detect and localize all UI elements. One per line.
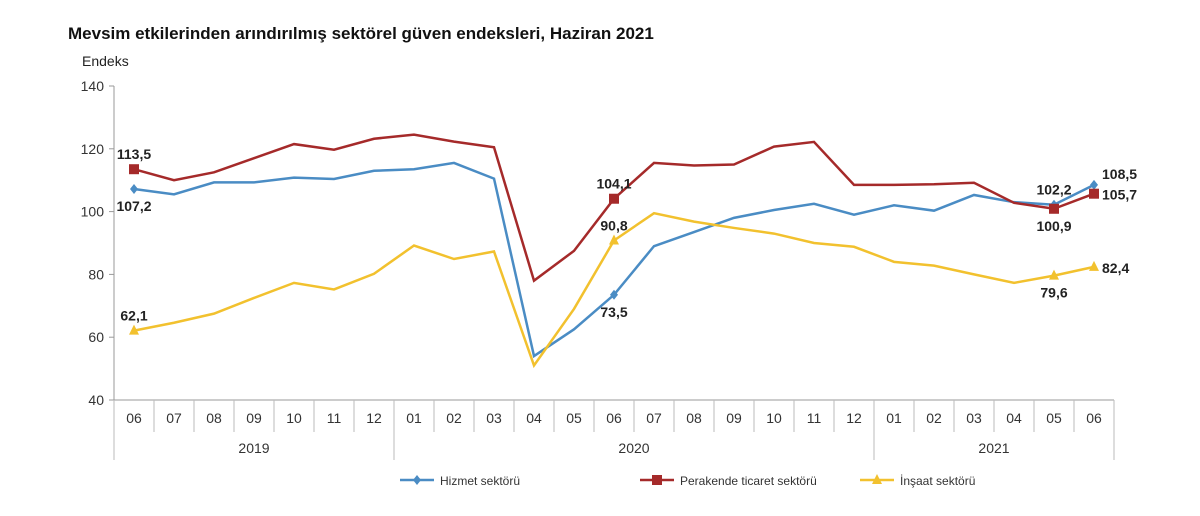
data-point-marker bbox=[609, 234, 619, 245]
data-label: 104,1 bbox=[596, 176, 631, 192]
data-point-marker bbox=[1089, 188, 1099, 199]
legend-marker bbox=[652, 475, 662, 485]
x-tick-label: 04 bbox=[1006, 410, 1022, 426]
x-tick-label: 12 bbox=[366, 410, 382, 426]
x-tick-label: 06 bbox=[1086, 410, 1102, 426]
x-tick-label: 01 bbox=[406, 410, 422, 426]
data-point-marker bbox=[129, 324, 139, 335]
x-tick-label: 05 bbox=[1046, 410, 1062, 426]
year-label: 2020 bbox=[618, 440, 649, 456]
x-tick-label: 10 bbox=[766, 410, 782, 426]
legend-marker bbox=[872, 474, 882, 484]
legend-entry: İnşaat sektörü bbox=[900, 474, 975, 488]
x-tick-label: 07 bbox=[166, 410, 182, 426]
x-tick-label: 10 bbox=[286, 410, 302, 426]
data-label: 79,6 bbox=[1040, 285, 1067, 301]
x-tick-label: 09 bbox=[726, 410, 742, 426]
series-line-1 bbox=[133, 133, 1095, 283]
x-tick-label: 03 bbox=[966, 410, 982, 426]
x-tick-label: 08 bbox=[686, 410, 702, 426]
y-axis-label: Endeks bbox=[82, 53, 129, 69]
y-tick-label: 80 bbox=[88, 266, 104, 282]
x-tick-label: 11 bbox=[807, 410, 822, 426]
data-point-marker bbox=[130, 183, 138, 194]
data-label: 82,4 bbox=[1102, 260, 1129, 276]
data-label: 102,2 bbox=[1036, 182, 1071, 198]
data-point-marker bbox=[610, 289, 618, 300]
x-tick-label: 06 bbox=[606, 410, 622, 426]
legend-marker bbox=[413, 475, 421, 485]
y-tick-label: 140 bbox=[81, 78, 105, 94]
y-tick-label: 100 bbox=[81, 204, 105, 220]
x-tick-label: 09 bbox=[246, 410, 262, 426]
data-label: 62,1 bbox=[120, 308, 147, 324]
data-point-marker bbox=[1049, 203, 1059, 214]
data-point-marker bbox=[609, 193, 619, 204]
x-tick-label: 12 bbox=[846, 410, 862, 426]
data-label: 100,9 bbox=[1036, 218, 1071, 234]
data-label: 108,5 bbox=[1102, 166, 1137, 182]
y-tick-label: 60 bbox=[88, 329, 104, 345]
chart-title: Mevsim etkilerinden arındırılmış sektöre… bbox=[68, 24, 654, 43]
data-point-marker bbox=[1089, 260, 1099, 271]
x-tick-label: 01 bbox=[886, 410, 902, 426]
year-label: 2021 bbox=[978, 440, 1009, 456]
data-point-marker bbox=[129, 164, 139, 175]
data-label: 107,2 bbox=[116, 198, 151, 214]
x-tick-label: 02 bbox=[926, 410, 942, 426]
data-point-marker bbox=[1090, 179, 1098, 190]
x-tick-label: 02 bbox=[446, 410, 462, 426]
data-label: 90,8 bbox=[600, 217, 627, 233]
x-tick-label: 03 bbox=[486, 410, 502, 426]
legend-entry: Perakende ticaret sektörü bbox=[680, 474, 817, 488]
data-point-marker bbox=[1049, 269, 1059, 280]
x-tick-label: 07 bbox=[646, 410, 662, 426]
x-tick-label: 05 bbox=[566, 410, 582, 426]
data-label: 113,5 bbox=[117, 146, 151, 162]
year-label: 2019 bbox=[238, 440, 269, 456]
legend-entry: Hizmet sektörü bbox=[440, 474, 520, 488]
y-tick-label: 120 bbox=[81, 141, 105, 157]
x-tick-label: 11 bbox=[327, 410, 342, 426]
data-label: 73,5 bbox=[600, 304, 627, 320]
data-label: 105,7 bbox=[1102, 187, 1137, 203]
x-tick-label: 06 bbox=[126, 410, 142, 426]
y-tick-label: 40 bbox=[88, 392, 104, 408]
x-tick-label: 08 bbox=[206, 410, 222, 426]
series-line-0 bbox=[133, 161, 1095, 359]
x-tick-label: 04 bbox=[526, 410, 542, 426]
